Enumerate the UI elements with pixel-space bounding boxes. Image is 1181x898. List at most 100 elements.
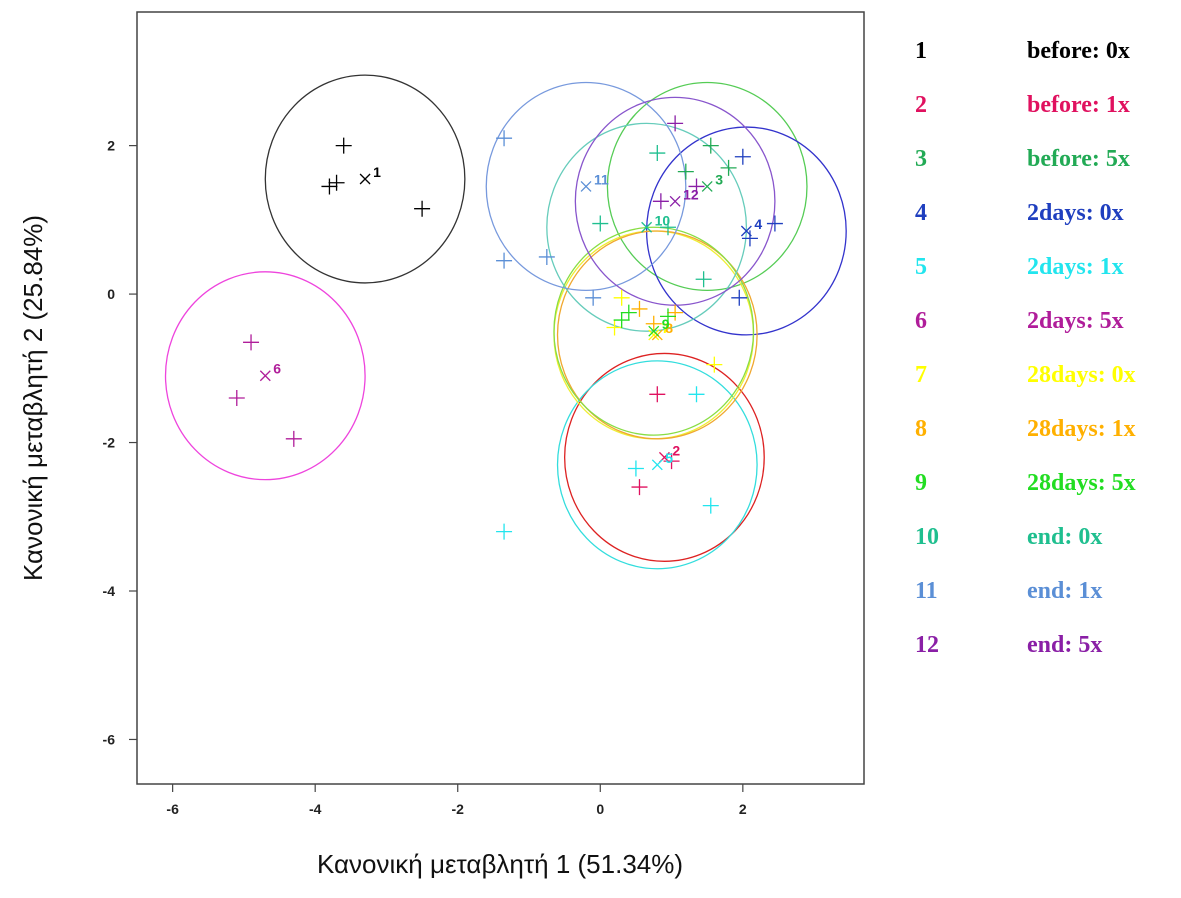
centroid-marker-12	[669, 195, 681, 207]
point-group-9	[659, 308, 676, 325]
point-group-8	[631, 300, 648, 317]
legend-label: end: 5x	[1027, 632, 1103, 658]
legend-number: 5	[915, 254, 927, 280]
centroid-label-6: 6	[273, 361, 281, 377]
point-group-11	[538, 248, 555, 265]
legend-item: 5 2days: 1x	[915, 254, 1177, 308]
y-tick-label: 2	[107, 138, 115, 154]
circle-group-1	[264, 74, 466, 284]
point-group-12	[688, 178, 705, 195]
point-group-7	[706, 356, 723, 373]
legend-label: 2days: 5x	[1027, 308, 1124, 334]
centroid-label-11: 11	[594, 171, 609, 187]
x-tick-label: 0	[596, 801, 604, 817]
confidence-circles	[164, 74, 847, 570]
legend-label: before: 1x	[1027, 92, 1130, 118]
legend-item: 4 2days: 0x	[915, 200, 1177, 254]
point-group-4	[741, 230, 758, 247]
point-group-7	[613, 289, 630, 306]
point-group-4	[731, 289, 748, 306]
legend-label: before: 5x	[1027, 146, 1130, 172]
legend-number: 2	[915, 92, 927, 118]
point-group-5	[688, 386, 705, 403]
point-group-1	[414, 200, 431, 217]
circle-group-3	[606, 81, 808, 292]
centroid-marker-4	[740, 225, 752, 237]
legend-label: before: 0x	[1027, 38, 1130, 64]
axis-ticks: -6 -4 -2 0 2 -6 -4 -2 0 2	[103, 138, 747, 817]
point-group-1	[321, 178, 338, 195]
legend-number: 6	[915, 308, 927, 334]
centroid-marker-5	[651, 459, 663, 471]
circle-group-5	[556, 360, 758, 570]
point-group-9	[620, 304, 637, 321]
legend-label: 2days: 0x	[1027, 200, 1124, 226]
centroid-marker-7	[648, 329, 660, 341]
centroid-label-5: 5	[665, 450, 673, 466]
centroid-marker-3	[701, 180, 713, 192]
centroid-marker-1	[359, 173, 371, 185]
legend-number: 12	[915, 632, 939, 658]
centroid-label-12: 12	[683, 186, 699, 202]
point-group-11	[496, 252, 513, 269]
point-group-10	[659, 219, 676, 236]
point-group-2	[631, 479, 648, 496]
point-group-5	[496, 523, 513, 540]
legend-item: 12 end: 5x	[915, 632, 1177, 686]
y-tick-label: -6	[103, 731, 116, 747]
legend-item: 9 28days: 5x	[915, 470, 1177, 524]
centroid-label-1: 1	[373, 164, 381, 180]
point-group-5	[627, 460, 644, 477]
circle-group-6	[164, 271, 366, 481]
point-group-2	[649, 386, 666, 403]
circle-group-10	[546, 122, 748, 332]
x-tick-label: -4	[309, 801, 322, 817]
centroid-label-3: 3	[715, 171, 723, 187]
point-group-11	[496, 130, 513, 147]
point-group-6	[243, 334, 260, 351]
y-tick-label: 0	[107, 286, 115, 302]
point-group-10	[592, 215, 609, 232]
legend-number: 3	[915, 146, 927, 172]
legend-label: end: 0x	[1027, 524, 1103, 550]
legend-item: 8 28days: 1x	[915, 416, 1177, 470]
point-group-6	[228, 390, 245, 406]
centroid-label-2: 2	[672, 442, 680, 458]
x-tick-label: -2	[452, 801, 465, 817]
legend-item: 3 before: 5x	[915, 146, 1177, 200]
x-tick-label: 2	[739, 801, 747, 817]
legend-number: 8	[915, 416, 927, 442]
legend-number: 9	[915, 470, 927, 496]
legend-item: 10 end: 0x	[915, 524, 1177, 578]
circle-group-8	[556, 230, 758, 440]
legend-number: 11	[915, 578, 938, 604]
legend-label: 28days: 5x	[1027, 470, 1136, 496]
point-group-2	[663, 453, 680, 470]
centroid-label-4: 4	[754, 216, 762, 232]
legend-item: 6 2days: 5x	[915, 308, 1177, 362]
centroid-marker-9	[648, 325, 660, 337]
point-group-1	[328, 174, 345, 191]
centroid-label-10: 10	[655, 212, 671, 228]
centroid-marker-10	[641, 221, 653, 233]
legend-number: 4	[915, 200, 927, 226]
legend-number: 10	[915, 524, 939, 550]
x-axis-title: Κανονική μεταβλητή 1 (51.34%)	[317, 849, 683, 879]
legend-item: 1 before: 0x	[915, 38, 1177, 92]
legend: 1 before: 0x 2 before: 1x 3 before: 5x 4 2days:…	[915, 38, 1177, 686]
legend-label: end: 1x	[1027, 578, 1103, 604]
y-axis-title: Κανονική μεταβλητή 2 (25.84%)	[18, 215, 48, 581]
point-group-12	[667, 115, 684, 132]
x-tick-label: -6	[166, 801, 179, 817]
point-group-3	[702, 137, 719, 154]
legend-item: 11 end: 1x	[915, 578, 1177, 632]
point-group-4	[734, 148, 751, 165]
point-group-1	[335, 137, 352, 154]
point-group-3	[720, 159, 737, 176]
y-tick-label: -4	[103, 583, 116, 599]
point-group-11	[585, 289, 602, 306]
point-group-7	[606, 319, 623, 336]
circle-group-11	[485, 81, 687, 292]
